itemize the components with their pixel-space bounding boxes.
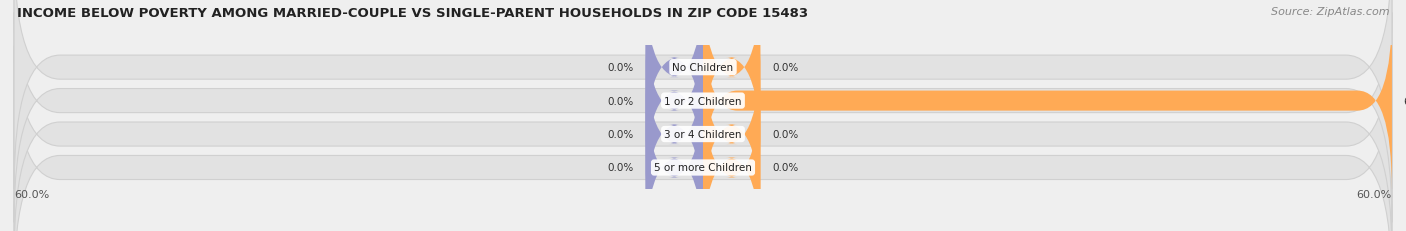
FancyBboxPatch shape — [703, 11, 1392, 191]
FancyBboxPatch shape — [703, 0, 761, 158]
Text: 0.0%: 0.0% — [607, 130, 634, 140]
Text: 1 or 2 Children: 1 or 2 Children — [664, 96, 742, 106]
FancyBboxPatch shape — [14, 46, 1392, 231]
Text: 0.0%: 0.0% — [772, 130, 799, 140]
Text: INCOME BELOW POVERTY AMONG MARRIED-COUPLE VS SINGLE-PARENT HOUSEHOLDS IN ZIP COD: INCOME BELOW POVERTY AMONG MARRIED-COUPL… — [17, 7, 808, 20]
Text: 0.0%: 0.0% — [607, 163, 634, 173]
Text: 0.0%: 0.0% — [607, 96, 634, 106]
FancyBboxPatch shape — [645, 0, 703, 158]
Text: 3 or 4 Children: 3 or 4 Children — [664, 130, 742, 140]
FancyBboxPatch shape — [14, 13, 1392, 231]
FancyBboxPatch shape — [645, 78, 703, 231]
Text: 0.0%: 0.0% — [607, 63, 634, 73]
FancyBboxPatch shape — [14, 0, 1392, 222]
Text: 60.0%: 60.0% — [14, 189, 49, 199]
Text: 0.0%: 0.0% — [772, 163, 799, 173]
FancyBboxPatch shape — [645, 45, 703, 224]
Text: 60.0%: 60.0% — [1357, 189, 1392, 199]
Text: 0.0%: 0.0% — [772, 63, 799, 73]
Text: No Children: No Children — [672, 63, 734, 73]
FancyBboxPatch shape — [703, 78, 761, 231]
FancyBboxPatch shape — [645, 11, 703, 191]
Text: 60.0%: 60.0% — [1403, 96, 1406, 106]
FancyBboxPatch shape — [703, 45, 761, 224]
FancyBboxPatch shape — [14, 0, 1392, 189]
Text: Source: ZipAtlas.com: Source: ZipAtlas.com — [1271, 7, 1389, 17]
Text: 5 or more Children: 5 or more Children — [654, 163, 752, 173]
